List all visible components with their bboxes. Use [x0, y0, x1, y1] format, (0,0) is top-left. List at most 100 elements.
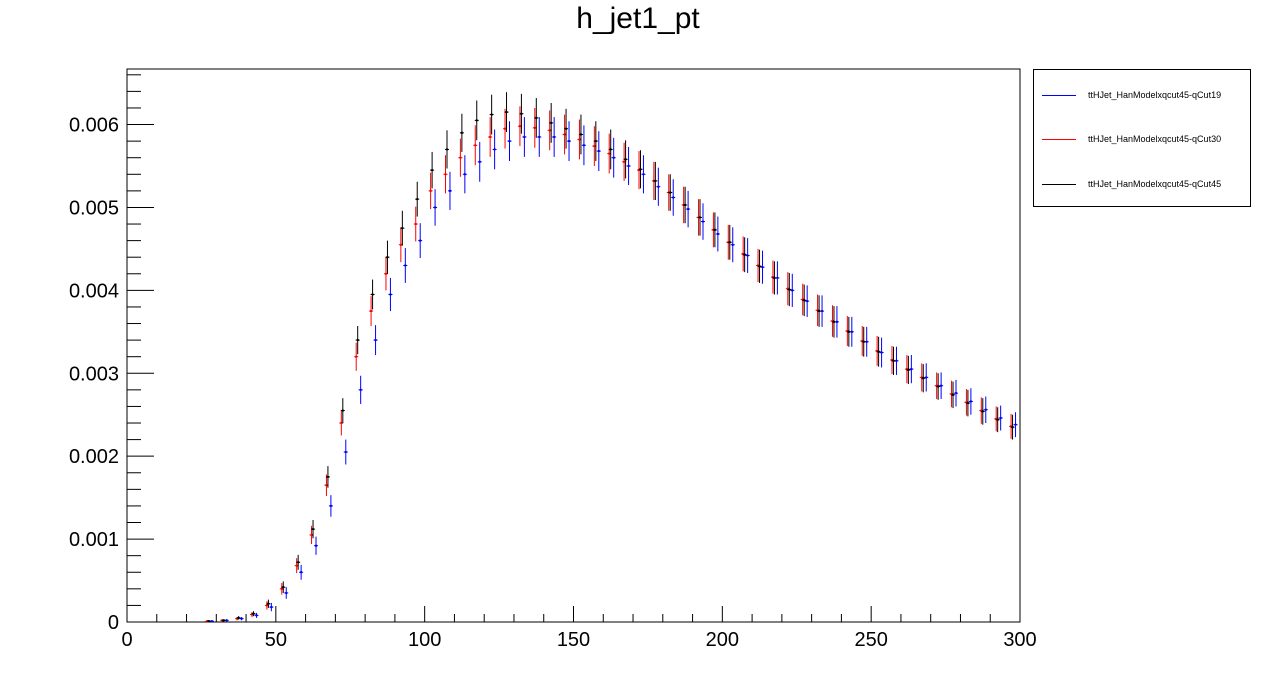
- data-point-marker: [384, 272, 388, 275]
- x-tick-label: 200: [706, 629, 739, 651]
- data-point-marker: [608, 152, 611, 155]
- data-point-marker: [416, 197, 419, 201]
- data-point-marker: [311, 527, 315, 531]
- data-point-marker: [984, 408, 987, 411]
- data-point-marker: [954, 391, 958, 395]
- data-point-marker: [505, 110, 508, 114]
- data-point-marker: [508, 139, 511, 143]
- data-point-marker: [939, 384, 943, 387]
- data-point-marker: [459, 156, 462, 159]
- data-point-marker: [835, 320, 839, 324]
- data-point-marker: [594, 139, 598, 143]
- x-tick-label: 100: [408, 629, 441, 651]
- data-point-marker: [746, 254, 749, 257]
- data-point-marker: [996, 418, 999, 421]
- data-point-marker: [597, 149, 601, 153]
- data-point-marker: [270, 605, 273, 609]
- data-point-marker: [222, 619, 225, 622]
- data-point-marker: [609, 148, 612, 151]
- legend-label: ttHJet_HanModelxqcut45-qCut45: [1088, 179, 1222, 189]
- data-point-marker: [910, 367, 913, 371]
- data-point-marker: [788, 288, 791, 291]
- x-tick-label: 250: [854, 629, 887, 651]
- legend-line-swatch: [1042, 183, 1076, 185]
- data-point-marker: [999, 416, 1002, 420]
- legend-line-swatch: [1042, 138, 1076, 140]
- data-point-marker: [433, 206, 437, 209]
- data-point-marker: [280, 587, 283, 591]
- legend-label: ttHJet_HanModelxqcut45-qCut19: [1088, 90, 1222, 100]
- data-point-marker: [865, 340, 868, 343]
- y-tick-label: 0.003: [69, 363, 119, 385]
- legend-entry: ttHJet_HanModelxqcut45-qCut19: [1042, 88, 1221, 102]
- data-point-marker: [582, 144, 586, 147]
- data-point-marker: [895, 359, 898, 363]
- data-point-marker: [907, 368, 910, 372]
- chart-title: h_jet1_pt: [576, 2, 700, 35]
- y-tick-label: 0.001: [69, 529, 119, 551]
- data-point-marker: [386, 256, 389, 259]
- data-point-marker: [518, 125, 522, 128]
- data-point-marker: [535, 116, 538, 120]
- data-point-marker: [880, 351, 883, 354]
- data-point-marker: [981, 410, 984, 413]
- data-point-marker: [731, 243, 734, 246]
- data-point-marker: [817, 309, 821, 313]
- data-point-marker: [356, 338, 359, 342]
- data-point-marker: [445, 148, 449, 151]
- data-point-marker: [341, 409, 345, 412]
- data-point-marker: [728, 241, 731, 244]
- data-point-marker: [713, 228, 717, 232]
- data-point-marker: [877, 350, 880, 353]
- data-point-marker: [404, 264, 407, 267]
- data-point-marker: [490, 113, 493, 116]
- data-point-marker: [936, 385, 940, 388]
- data-point-marker: [698, 216, 702, 219]
- data-point-marker: [419, 239, 422, 242]
- data-point-marker: [478, 160, 481, 164]
- data-point-marker: [533, 126, 537, 130]
- data-point-marker: [460, 131, 464, 135]
- data-point-marker: [210, 619, 214, 623]
- y-tick-label: 0: [108, 612, 119, 634]
- data-point-marker: [761, 265, 764, 269]
- data-point-marker: [701, 220, 705, 223]
- data-point-marker: [326, 475, 330, 479]
- data-point-marker: [669, 191, 672, 194]
- data-point-marker: [579, 133, 583, 136]
- y-tick-label: 0.005: [69, 197, 119, 219]
- data-point-marker: [548, 129, 551, 132]
- x-tick-label: 150: [557, 629, 590, 651]
- data-point-marker: [1011, 425, 1014, 429]
- data-point-marker: [265, 604, 269, 607]
- data-point-marker: [523, 135, 526, 139]
- data-point-marker: [389, 293, 392, 296]
- data-point-marker: [593, 144, 596, 148]
- x-tick-label: 50: [265, 629, 287, 651]
- data-point-marker: [642, 173, 645, 176]
- data-point-marker: [578, 138, 581, 141]
- data-point-marker: [657, 185, 660, 188]
- data-point-marker: [922, 377, 925, 380]
- data-point-marker: [639, 168, 642, 171]
- data-point-marker: [563, 133, 566, 136]
- data-point-marker: [344, 450, 347, 454]
- data-point-marker: [252, 612, 255, 615]
- legend-line-swatch: [1042, 94, 1076, 96]
- data-point-marker: [414, 222, 417, 226]
- data-point-marker: [325, 484, 328, 487]
- data-point-marker: [966, 401, 970, 405]
- data-point-marker: [267, 602, 270, 605]
- data-point-marker: [237, 616, 240, 620]
- data-point-marker: [475, 119, 478, 122]
- data-point-marker: [295, 564, 298, 567]
- data-point-marker: [743, 253, 746, 256]
- data-point-marker: [567, 139, 571, 143]
- data-point-marker: [225, 619, 228, 622]
- data-point-marker: [429, 189, 432, 193]
- data-point-marker: [240, 617, 243, 620]
- data-point-marker: [255, 614, 258, 617]
- data-point-marker: [340, 421, 343, 425]
- data-point-marker: [374, 338, 377, 342]
